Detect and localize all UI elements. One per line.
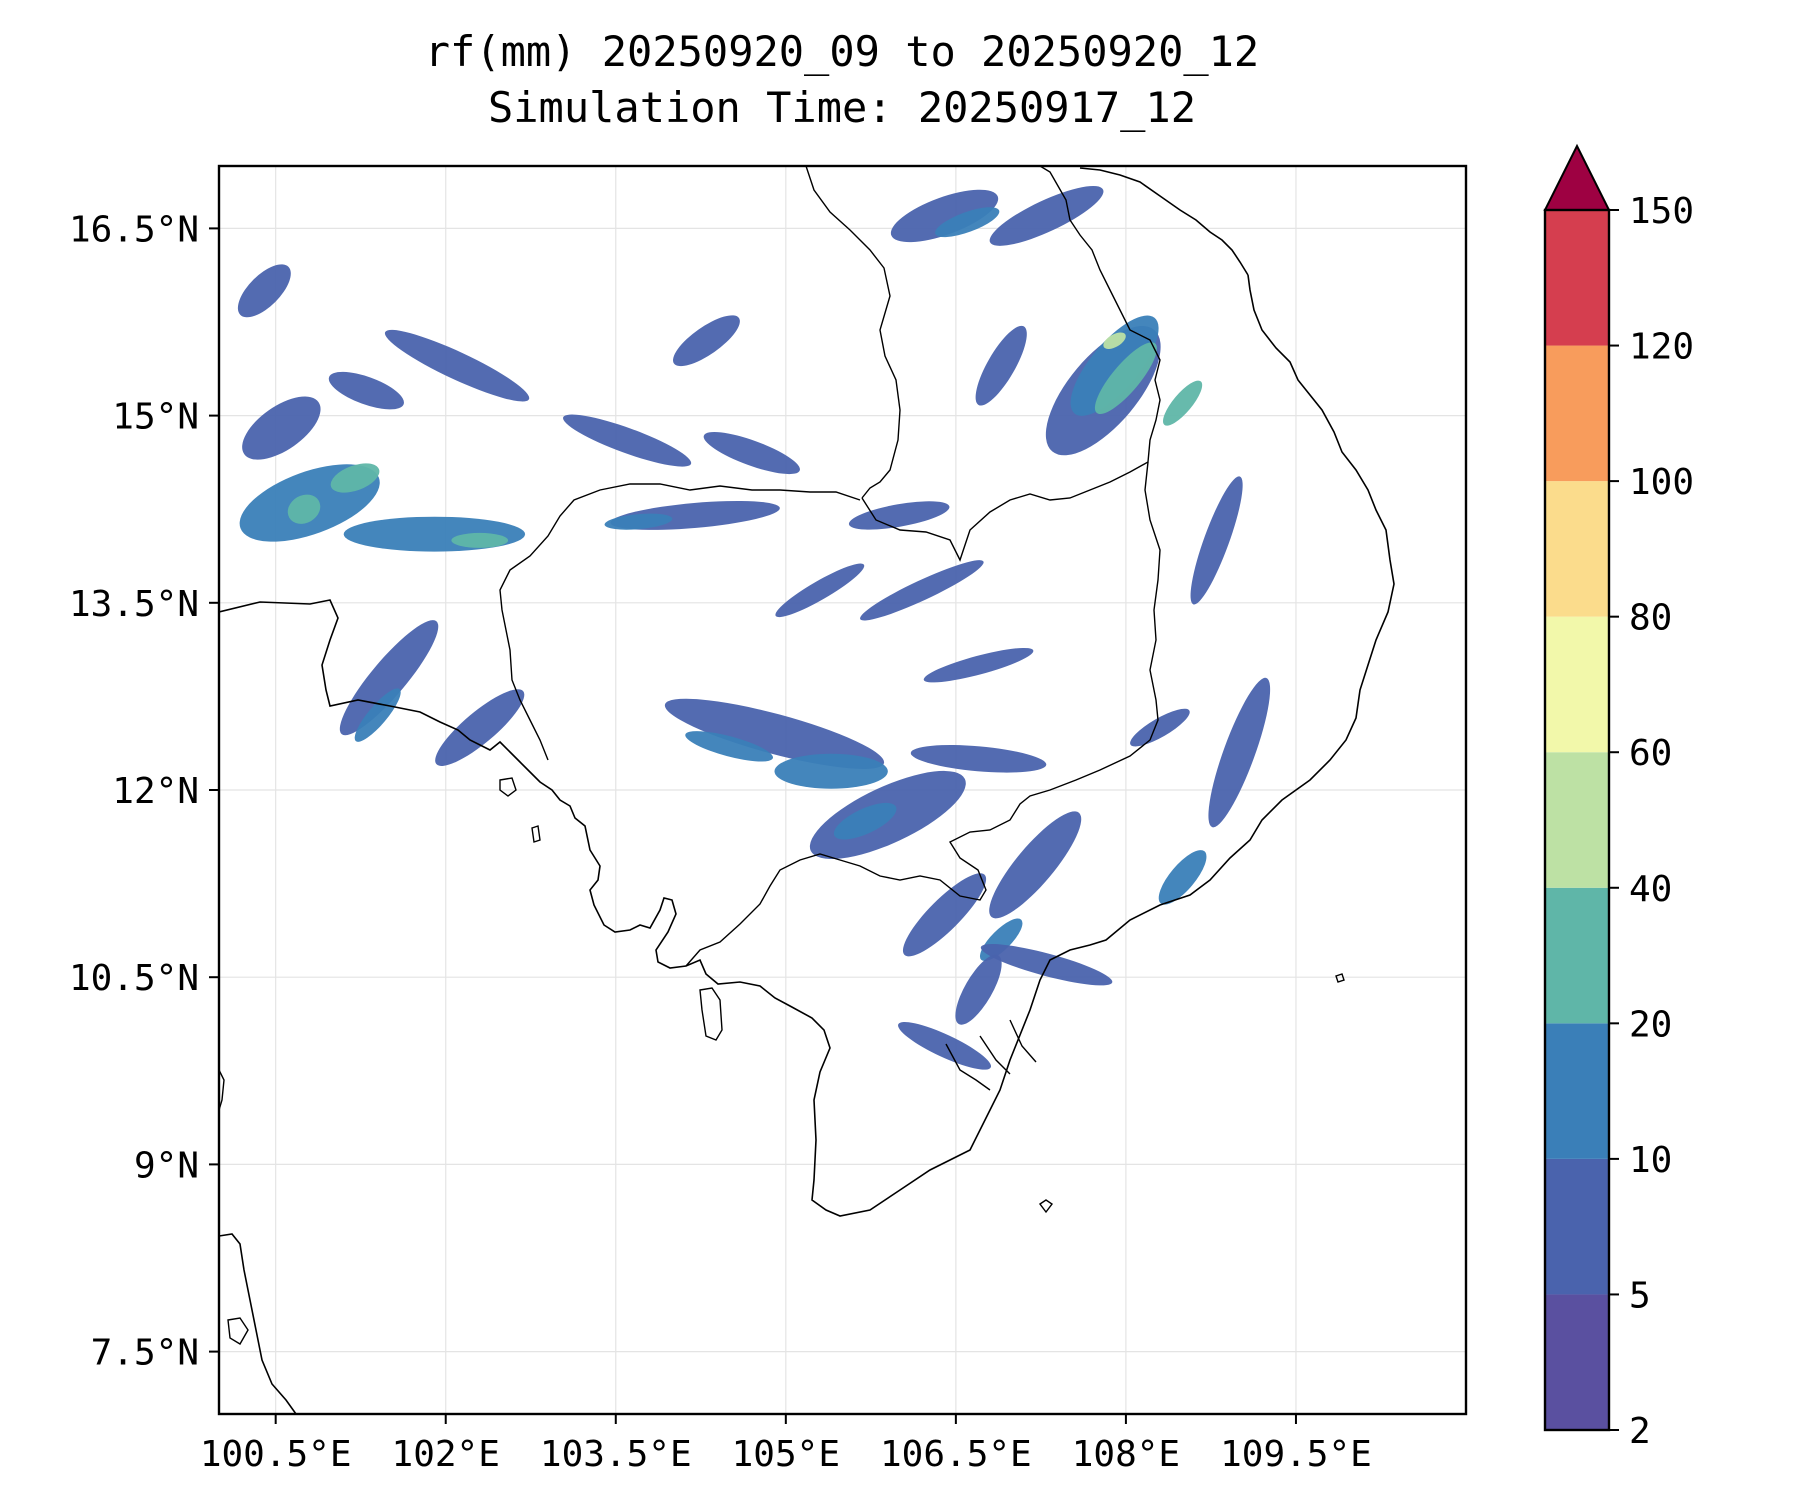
rainfall-patch — [902, 873, 987, 957]
rainfall-patch — [890, 189, 999, 243]
rainfall-patch — [848, 501, 950, 530]
rainfall-patch — [435, 689, 525, 766]
rainfall-patch — [860, 560, 984, 621]
colorbar-tick-label: 150 — [1629, 191, 1694, 232]
rainfall-patch — [1158, 850, 1207, 905]
map-axis-ticks: 100.5°E 102°E 103.5°E 105°E 106.5°E 108°E 109.… — [69, 209, 1372, 1475]
rainfall-patch — [1103, 332, 1126, 349]
map-title-line-2: Simulation Time: 20250917_12 — [488, 83, 1196, 132]
rainfall-patch — [354, 688, 401, 742]
rainfall-patch — [664, 698, 885, 769]
rainfall-patch — [343, 516, 526, 552]
rainfall-patch — [774, 753, 888, 789]
rainfall-patch — [287, 494, 321, 524]
rainfall-patch — [980, 944, 1113, 986]
rainfall-patch — [703, 432, 800, 475]
rainfall-patch — [910, 745, 1047, 773]
rainfall-patch — [935, 207, 1000, 238]
x-tick-label: 108°E — [1072, 1434, 1180, 1475]
rainfall-patch — [563, 414, 692, 467]
colorbar-tick-label: 80 — [1629, 598, 1672, 639]
colorbar-tick-label: 120 — [1629, 327, 1694, 368]
rainfall-patch — [1163, 380, 1203, 426]
rainfall-patch — [1094, 342, 1157, 414]
map-title-line-1: rf(mm) 20250920_09 to 20250920_12 — [425, 27, 1259, 76]
colorbar-frame — [1543, 208, 1611, 1432]
rainfall-patch — [328, 371, 404, 410]
colorbar-segment — [1545, 481, 1609, 617]
colorbar-segment — [1545, 210, 1609, 346]
rainfall-contours — [237, 186, 1271, 1070]
x-tick-label: 100.5°E — [200, 1434, 352, 1475]
colorbar-tick-label: 20 — [1629, 1004, 1672, 1045]
rainfall-patch — [1208, 677, 1271, 828]
x-tick-label: 106.5°E — [880, 1434, 1032, 1475]
rainfall-patch — [775, 563, 865, 618]
rainfall-patch — [673, 315, 740, 367]
colorbar-segment — [1545, 1023, 1609, 1159]
y-tick-label: 7.5°N — [91, 1333, 199, 1374]
colorbar-segment — [1545, 752, 1609, 888]
rainfall-patch — [833, 802, 897, 840]
y-tick-label: 9°N — [134, 1145, 199, 1186]
y-tick-label: 16.5°N — [69, 209, 199, 250]
colorbar-tick-label: 2 — [1629, 1411, 1651, 1452]
colorbar: 2 5 10 20 40 60 80 100 120 150 — [1543, 143, 1694, 1452]
colorbar-tick-label: 40 — [1629, 869, 1672, 910]
colorbar-segment — [1545, 1294, 1609, 1430]
map-panel: 100.5°E 102°E 103.5°E 105°E 106.5°E 108°E 109.… — [69, 164, 1468, 1475]
y-tick-label: 13.5°N — [69, 584, 199, 625]
rainfall-patch — [451, 532, 509, 548]
colorbar-tick-label: 10 — [1629, 1140, 1672, 1181]
y-tick-label: 15°N — [112, 397, 199, 438]
x-tick-label: 105°E — [732, 1434, 840, 1475]
rainfall-patch — [384, 329, 530, 402]
rainfall-patch — [330, 463, 380, 493]
coastlines-and-borders — [219, 166, 1395, 1414]
rainfall-patch — [975, 325, 1027, 406]
rainfall-patch — [898, 1021, 992, 1070]
colorbar-segment — [1545, 345, 1609, 482]
colorbar-segment — [1545, 887, 1609, 1024]
rainfall-patch — [989, 811, 1082, 919]
colorbar-tick-label: 100 — [1629, 462, 1694, 503]
rainfall-patch — [237, 264, 291, 318]
rainfall-patch — [604, 513, 673, 530]
y-tick-label: 10.5°N — [69, 958, 199, 999]
rainfall-patch — [989, 186, 1104, 246]
colorbar-tick-label: 5 — [1629, 1275, 1651, 1316]
colorbar-segment — [1545, 616, 1609, 753]
y-tick-label: 12°N — [112, 771, 199, 812]
rainfall-patch — [1190, 476, 1243, 605]
x-tick-label: 109.5°E — [1220, 1434, 1372, 1475]
rainfall-patch — [242, 396, 321, 460]
rainfall-patch — [339, 620, 439, 736]
colorbar-segment — [1545, 1158, 1609, 1295]
rainfall-patch — [955, 954, 1002, 1025]
rainfall-patch — [1130, 708, 1190, 747]
colorbar-tick-label: 60 — [1629, 733, 1672, 774]
rainfall-patch — [685, 731, 774, 762]
x-tick-label: 103.5°E — [540, 1434, 692, 1475]
rainfall-patch — [923, 647, 1034, 683]
rainfall-patch — [1070, 315, 1159, 416]
x-tick-label: 102°E — [392, 1434, 500, 1475]
